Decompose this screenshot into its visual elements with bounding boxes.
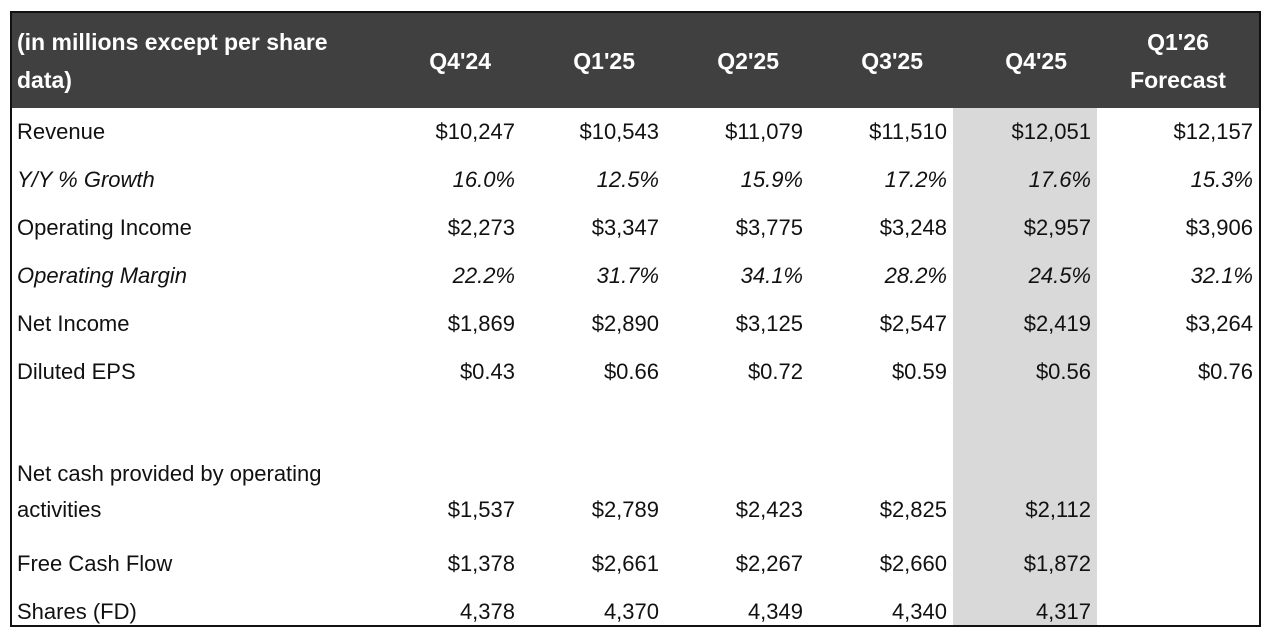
value-cell: 28.2%: [884, 263, 947, 288]
value-cell: $2,273: [447, 215, 515, 240]
value-cell: $2,789: [591, 497, 659, 522]
value-cell: $0.72: [747, 359, 803, 384]
value-cell: 22.2%: [452, 263, 515, 288]
row-label: Y/Y % Growth: [17, 167, 155, 192]
header-row: (in millions except per share data) Q4'2…: [12, 13, 1259, 108]
value-cell: 4,317: [953, 588, 1097, 625]
empty-cell: [665, 396, 809, 444]
value-cell: $0.66: [603, 359, 659, 384]
empty-cell: [377, 396, 521, 444]
value-cell: $12,051: [953, 108, 1097, 156]
value-cell: $3,125: [735, 311, 803, 336]
table-row-operating-cash-flow: Net cash provided by operating activitie…: [12, 444, 1259, 540]
value-cell: $10,543: [579, 119, 659, 144]
header-q4-25: Q4'25: [953, 13, 1097, 108]
header-q2-25: Q2'25: [665, 13, 809, 108]
table-row-revenue: Revenue $10,247 $10,543 $11,079 $11,510 $12,0…: [12, 108, 1259, 156]
value-cell: $2,267: [735, 551, 803, 576]
value-cell: $2,957: [953, 204, 1097, 252]
value-cell: $0.56: [953, 348, 1097, 396]
value-cell: $2,661: [591, 551, 659, 576]
value-cell: 4,370: [603, 599, 659, 624]
value-cell: $12,157: [1173, 119, 1253, 144]
value-cell: $0.76: [1197, 359, 1253, 384]
empty-cell: [1097, 396, 1259, 444]
forecast-label: Forecast: [1130, 66, 1226, 93]
value-cell: 4,349: [747, 599, 803, 624]
table-row-shares-fd: Shares (FD) 4,378 4,370 4,349 4,340 4,317: [12, 588, 1259, 625]
table-row-free-cash-flow: Free Cash Flow $1,378 $2,661 $2,267 $2,660 $1…: [12, 540, 1259, 588]
spacer-row: [12, 396, 1259, 444]
value-cell: $3,264: [1185, 311, 1253, 336]
value-cell: 15.9%: [740, 167, 803, 192]
value-cell: $1,378: [447, 551, 515, 576]
empty-cell: [521, 396, 665, 444]
row-label: Free Cash Flow: [17, 551, 173, 576]
row-label: Diluted EPS: [17, 359, 136, 384]
value-cell: $3,906: [1185, 215, 1253, 240]
row-label: Operating Margin: [17, 263, 187, 288]
row-label: Net cash provided by operating activitie…: [17, 461, 322, 522]
forecast-quarter: Q1'26: [1147, 28, 1209, 55]
value-cell: 12.5%: [596, 167, 659, 192]
value-cell: $0.43: [459, 359, 515, 384]
empty-cell: [809, 396, 953, 444]
financial-summary-table: (in millions except per share data) Q4'2…: [10, 11, 1261, 627]
value-cell: 32.1%: [1190, 263, 1253, 288]
value-cell: $0.59: [891, 359, 947, 384]
value-cell: $1,869: [447, 311, 515, 336]
header-q1-25: Q1'25: [521, 13, 665, 108]
value-cell: [1097, 540, 1259, 588]
value-cell: 34.1%: [740, 263, 803, 288]
value-cell: 17.6%: [953, 156, 1097, 204]
value-cell: $2,825: [879, 497, 947, 522]
value-cell: 17.2%: [884, 167, 947, 192]
value-cell: 24.5%: [953, 252, 1097, 300]
value-cell: $2,112: [953, 444, 1097, 540]
value-cell: $1,537: [447, 497, 515, 522]
value-cell: [1097, 444, 1259, 540]
value-cell: [1097, 588, 1259, 625]
value-cell: $3,775: [735, 215, 803, 240]
value-cell: $2,423: [735, 497, 803, 522]
row-label: Operating Income: [17, 215, 192, 240]
value-cell: $3,347: [591, 215, 659, 240]
value-cell: 16.0%: [452, 167, 515, 192]
header-q3-25: Q3'25: [809, 13, 953, 108]
value-cell: 4,340: [891, 599, 947, 624]
table-row-net-income: Net Income $1,869 $2,890 $3,125 $2,547 $2,419…: [12, 300, 1259, 348]
value-cell: $2,890: [591, 311, 659, 336]
table-row-operating-income: Operating Income $2,273 $3,347 $3,775 $3,248…: [12, 204, 1259, 252]
value-cell: $11,079: [725, 119, 803, 144]
table-row-yy-growth: Y/Y % Growth 16.0% 12.5% 15.9% 17.2% 17.6% 15.…: [12, 156, 1259, 204]
header-q4-24: Q4'24: [377, 13, 521, 108]
value-cell: $3,248: [879, 215, 947, 240]
row-label: Revenue: [17, 119, 106, 144]
value-cell: $10,247: [435, 119, 515, 144]
value-cell: 4,378: [459, 599, 515, 624]
value-cell: $2,660: [879, 551, 947, 576]
table-row-diluted-eps: Diluted EPS $0.43 $0.66 $0.72 $0.59 $0.56 $0.7…: [12, 348, 1259, 396]
empty-cell: [953, 396, 1097, 444]
value-cell: $11,510: [869, 119, 947, 144]
row-label: Shares (FD): [17, 599, 137, 624]
value-cell: $2,419: [953, 300, 1097, 348]
table-row-operating-margin: Operating Margin 22.2% 31.7% 34.1% 28.2% 24.5…: [12, 252, 1259, 300]
header-forecast: Q1'26 Forecast: [1097, 13, 1259, 108]
empty-cell: [12, 396, 377, 444]
header-label: (in millions except per share data): [12, 13, 377, 108]
value-cell: 15.3%: [1190, 167, 1253, 192]
value-cell: 31.7%: [596, 263, 659, 288]
row-label: Net Income: [17, 311, 130, 336]
value-cell: $2,547: [879, 311, 947, 336]
value-cell: $1,872: [953, 540, 1097, 588]
